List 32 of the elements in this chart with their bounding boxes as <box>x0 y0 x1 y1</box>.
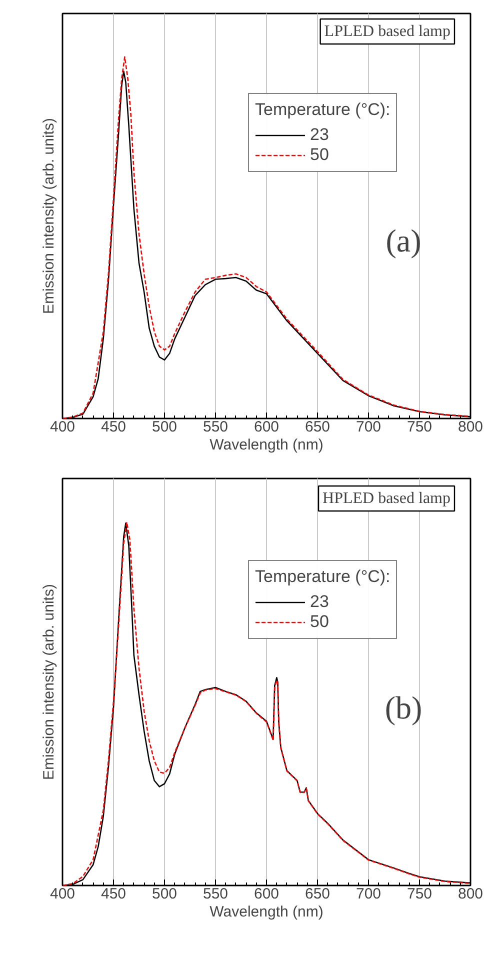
x-tick-label: 750 <box>406 886 432 902</box>
x-tick-label: 700 <box>356 418 382 436</box>
x-tick-label: 600 <box>254 418 280 436</box>
x-tick-label: 650 <box>304 886 330 902</box>
annotation: (b) <box>384 690 422 726</box>
x-tick-label: 700 <box>356 886 382 902</box>
text: HPLED based lamp <box>322 490 451 507</box>
legend-title: Temperature (°C): <box>255 567 390 587</box>
x-tick-label: 550 <box>202 886 228 902</box>
x-axis-title: Wavelength (nm) <box>210 436 324 454</box>
y-axis-title: Emission intensity (arb. units) <box>40 584 58 780</box>
x-tick-label: 800 <box>458 886 484 902</box>
y-axis-title: Emission intensity (arb. units) <box>40 118 58 314</box>
legend-label: 23 <box>310 592 330 612</box>
legend-label: 23 <box>310 125 330 145</box>
annotation: (a) <box>386 222 422 258</box>
x-tick-label: 450 <box>100 886 126 902</box>
x-tick-label: 750 <box>406 418 432 436</box>
x-tick-label: 600 <box>254 886 280 902</box>
legend-label: 50 <box>310 612 330 632</box>
x-tick-label: 550 <box>202 418 228 436</box>
x-tick-label: 450 <box>100 418 126 436</box>
x-tick-label: 650 <box>304 418 330 436</box>
x-axis-title: Wavelength (nm) <box>210 904 324 920</box>
x-tick-label: 400 <box>50 886 76 902</box>
x-tick-label: 800 <box>458 418 484 436</box>
legend-label: 50 <box>310 145 330 165</box>
legend-title: Temperature (°C): <box>255 100 390 120</box>
text: LPLED based lamp <box>324 23 451 40</box>
x-tick-label: 500 <box>152 886 178 902</box>
x-tick-label: 400 <box>50 418 76 436</box>
x-tick-label: 500 <box>152 418 178 436</box>
